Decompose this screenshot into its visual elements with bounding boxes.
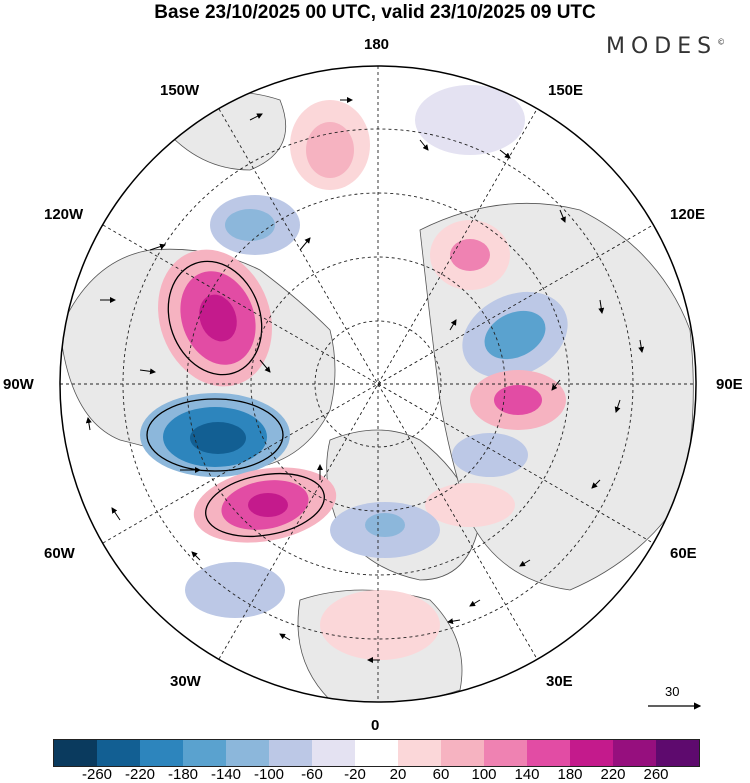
colorbar-tick-label: 140 bbox=[514, 766, 540, 783]
label-90e: 90E bbox=[716, 376, 743, 393]
colorbar-tick-label: -260 bbox=[81, 766, 113, 783]
colorbar-swatch bbox=[527, 740, 570, 766]
map-border bbox=[59, 65, 697, 703]
colorbar-tick-label: 20 bbox=[389, 766, 407, 783]
colorbar-tick-label: -140 bbox=[210, 766, 242, 783]
colorbar-swatch bbox=[570, 740, 613, 766]
label-90w: 90W bbox=[3, 376, 34, 393]
colorbar-swatch bbox=[613, 740, 656, 766]
colorbar-swatch bbox=[183, 740, 226, 766]
label-30w: 30W bbox=[170, 673, 201, 690]
colorbar-tick-label: -180 bbox=[167, 766, 199, 783]
colorbar-swatch bbox=[312, 740, 355, 766]
colorbar-tick-label: -60 bbox=[301, 766, 323, 783]
colorbar-swatch bbox=[656, 740, 699, 766]
colorbar-swatch bbox=[441, 740, 484, 766]
reference-vector-label: 30 bbox=[665, 684, 680, 699]
colorbar-swatch bbox=[97, 740, 140, 766]
label-120w: 120W bbox=[44, 206, 84, 223]
colorbar-tick-label: 60 bbox=[432, 766, 450, 783]
label-0: 0 bbox=[371, 717, 380, 734]
colorbar-tick-label: 260 bbox=[643, 766, 669, 783]
colorbar bbox=[53, 739, 700, 767]
colorbar-swatch bbox=[484, 740, 527, 766]
label-150e: 150E bbox=[548, 82, 584, 99]
colorbar-swatch bbox=[355, 740, 398, 766]
colorbar-tick-label: -20 bbox=[344, 766, 366, 783]
colorbar-tick-label: -220 bbox=[124, 766, 156, 783]
label-30e: 30E bbox=[546, 673, 573, 690]
label-60w: 60W bbox=[44, 545, 75, 562]
colorbar-tick-label: 180 bbox=[557, 766, 583, 783]
colorbar-swatch bbox=[54, 740, 97, 766]
colorbar-swatch bbox=[398, 740, 441, 766]
graticule bbox=[60, 66, 696, 702]
label-120e: 120E bbox=[670, 206, 706, 223]
wind-vectors bbox=[85, 97, 645, 663]
map-title: Base 23/10/2025 00 UTC, valid 23/10/2025… bbox=[154, 2, 596, 23]
colorbar-tick-label: 220 bbox=[600, 766, 626, 783]
label-180: 180 bbox=[364, 36, 390, 53]
colorbar-swatch bbox=[269, 740, 312, 766]
colorbar-tick-label: -100 bbox=[253, 766, 285, 783]
colorbar-tick-label: 100 bbox=[471, 766, 497, 783]
logo-text: MODES bbox=[606, 34, 718, 59]
contours bbox=[146, 260, 325, 537]
modes-logo: MODES© bbox=[606, 34, 725, 59]
colorbar-swatch bbox=[226, 740, 269, 766]
label-150w: 150W bbox=[160, 82, 200, 99]
colorbar-swatch bbox=[140, 740, 183, 766]
label-60e: 60E bbox=[670, 545, 697, 562]
logo-mark: © bbox=[717, 37, 726, 47]
